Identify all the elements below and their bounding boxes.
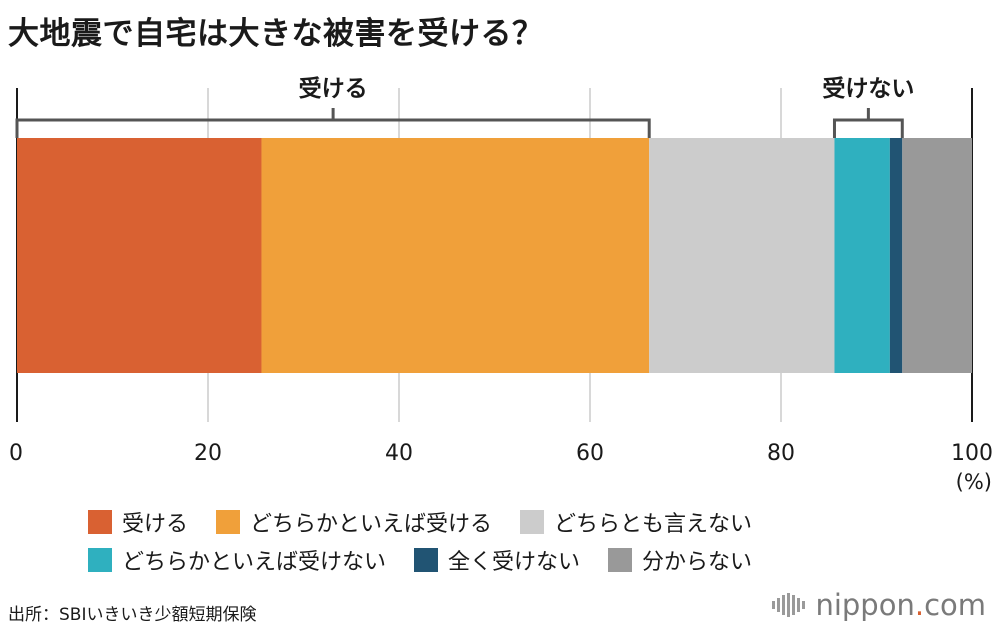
legend-label: どちらかといえば受ける xyxy=(250,512,493,537)
legend: 受ける どちらかといえば受ける どちらとも言えないどちらかといえば受けない 全く受けな… xyxy=(88,503,968,579)
bar-segment xyxy=(834,138,890,373)
legend-swatch xyxy=(608,548,633,572)
legend-item: どちらかといえば受けない xyxy=(88,544,386,576)
legend-item: どちらとも言えない xyxy=(520,506,752,538)
bracket-line xyxy=(15,118,651,138)
legend-swatch xyxy=(520,510,545,534)
legend-row: 受ける どちらかといえば受ける どちらとも言えない xyxy=(88,503,968,541)
legend-label: どちらかといえば受けない xyxy=(122,550,387,575)
bracket-line xyxy=(832,118,904,138)
stacked-bar xyxy=(17,138,972,373)
legend-label: どちらとも言えない xyxy=(554,512,753,537)
x-tick-label: 40 xyxy=(385,441,413,466)
brand-name-left: nippon xyxy=(815,588,915,622)
legend-label: 全く受けない xyxy=(448,550,581,575)
bar-segment xyxy=(17,138,262,373)
legend-row: どちらかといえば受けない 全く受けない 分からない xyxy=(88,541,968,579)
chart-plot: 受ける 受けない 0 20 40 60 80 100 xyxy=(9,75,993,466)
source-note: 出所：SBIいきいき少額短期保険 xyxy=(8,605,257,625)
legend-item: 受ける xyxy=(88,506,188,538)
legend-swatch xyxy=(414,548,439,572)
x-tick-label: 80 xyxy=(767,441,795,466)
brand-logo: nippon. com xyxy=(772,588,986,622)
x-axis-unit: (%) xyxy=(955,470,992,494)
bar-segment xyxy=(902,138,972,373)
legend-item: 全く受けない xyxy=(414,544,580,576)
bracket-annotations: 受ける 受けない xyxy=(15,75,914,138)
bar-segment xyxy=(261,138,650,373)
nippon-bars-icon xyxy=(772,593,807,617)
legend-label: 受ける xyxy=(122,512,189,537)
bracket-label: 受けない xyxy=(822,75,914,102)
x-tick-label: 20 xyxy=(194,441,222,466)
legend-label: 分からない xyxy=(642,550,753,575)
legend-swatch xyxy=(216,510,241,534)
chart-title: 大地震で自宅は大きな被害を受ける？ xyxy=(8,16,544,52)
legend-item: どちらかといえば受ける xyxy=(216,506,492,538)
x-tick-label: 60 xyxy=(576,441,604,466)
x-axis-ticks: 0 20 40 60 80 100 xyxy=(9,441,993,466)
brand-name-right: com xyxy=(924,588,986,622)
brand-dot: . xyxy=(914,588,925,622)
bar-segment xyxy=(649,138,835,373)
legend-swatch xyxy=(88,510,112,534)
legend-item: 分からない xyxy=(608,544,752,576)
bracket-label: 受ける xyxy=(299,75,368,102)
legend-swatch xyxy=(88,548,112,572)
x-tick-label: 0 xyxy=(9,441,23,466)
x-tick-label: 100 xyxy=(951,441,993,466)
bar-segment xyxy=(889,138,903,373)
